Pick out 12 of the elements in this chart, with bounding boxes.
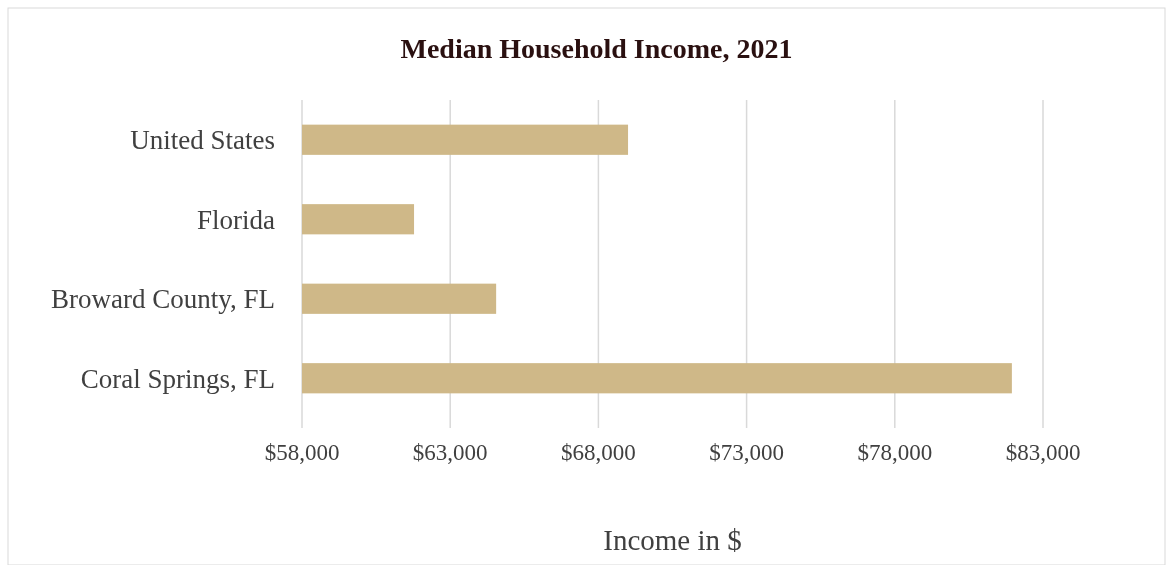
- y-tick-label: Broward County, FL: [51, 284, 275, 315]
- x-tick-label: $73,000: [709, 440, 784, 465]
- y-tick-label: Coral Springs, FL: [80, 363, 275, 394]
- y-tick-label: Florida: [197, 204, 276, 235]
- x-tick-label: $63,000: [412, 440, 488, 465]
- x-axis-title: Income in $: [603, 524, 742, 556]
- y-tick-label: United States: [130, 125, 275, 156]
- x-tick-label: $68,000: [561, 440, 636, 465]
- chart-title: Median Household Income, 2021: [400, 33, 793, 64]
- x-tick-label: $58,000: [264, 440, 340, 465]
- x-tick-label: $78,000: [857, 440, 933, 465]
- x-tick-label: $83,000: [1005, 440, 1081, 465]
